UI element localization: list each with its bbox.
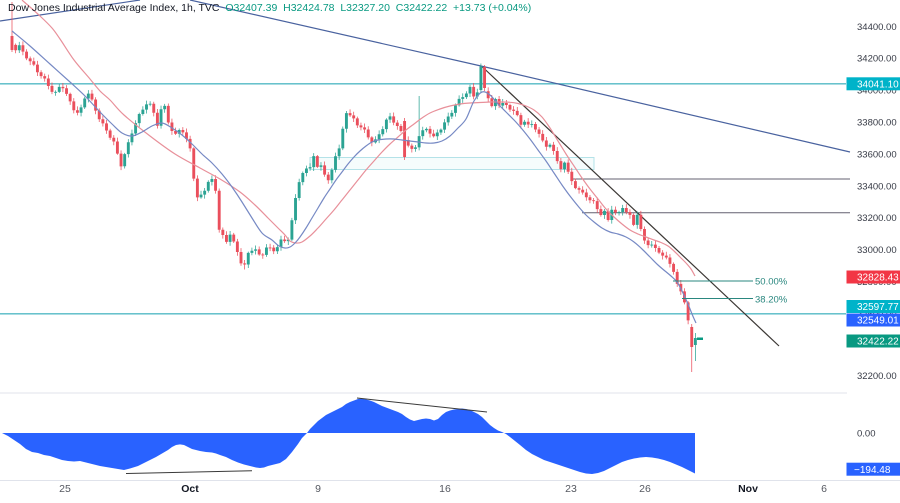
- svg-text:32422.22: 32422.22: [857, 337, 899, 348]
- svg-text:Oct: Oct: [181, 483, 199, 495]
- svg-text:32549.01: 32549.01: [857, 316, 899, 327]
- svg-text:9: 9: [315, 483, 321, 495]
- svg-text:6: 6: [821, 483, 827, 495]
- svg-text:32828.43: 32828.43: [857, 273, 899, 284]
- svg-text:26: 26: [639, 483, 651, 495]
- svg-text:34400.00: 34400.00: [857, 22, 897, 33]
- svg-text:Dow Jones Industrial Average I: Dow Jones Industrial Average Index, 1h, …: [8, 2, 531, 14]
- svg-text:32200.00: 32200.00: [857, 371, 897, 382]
- svg-text:25: 25: [59, 483, 71, 495]
- svg-text:33600.00: 33600.00: [857, 149, 897, 160]
- svg-text:16: 16: [439, 483, 451, 495]
- svg-text:34041.10: 34041.10: [857, 79, 899, 90]
- svg-text:32597.77: 32597.77: [857, 302, 899, 313]
- svg-text:33400.00: 33400.00: [857, 181, 897, 192]
- svg-text:38.20%: 38.20%: [755, 295, 788, 306]
- svg-text:33200.00: 33200.00: [857, 213, 897, 224]
- svg-text:Nov: Nov: [738, 483, 758, 495]
- svg-text:23: 23: [565, 483, 577, 495]
- svg-text:50.00%: 50.00%: [755, 277, 788, 288]
- svg-text:−194.48: −194.48: [854, 465, 891, 476]
- svg-text:33800.00: 33800.00: [857, 118, 897, 129]
- svg-text:0.00: 0.00: [857, 429, 876, 440]
- svg-text:33000.00: 33000.00: [857, 245, 897, 256]
- svg-text:34200.00: 34200.00: [857, 54, 897, 65]
